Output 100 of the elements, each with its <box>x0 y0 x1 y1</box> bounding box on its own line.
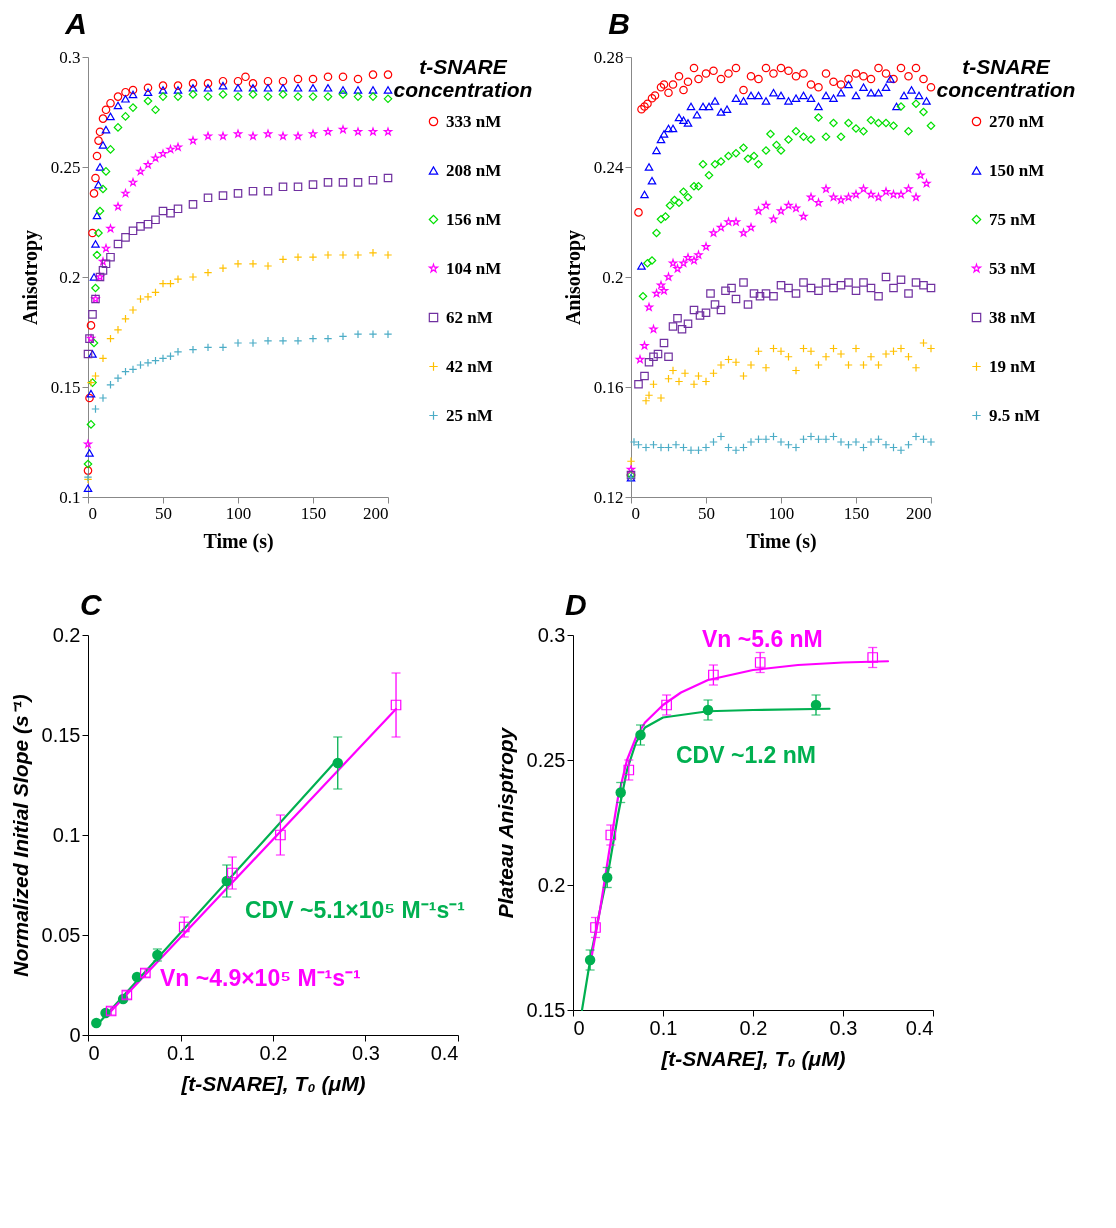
point <box>722 105 732 114</box>
point <box>233 129 243 138</box>
point <box>383 70 393 79</box>
point <box>761 146 771 155</box>
point <box>383 86 393 94</box>
point <box>143 88 153 97</box>
point <box>919 74 928 84</box>
point <box>659 130 669 138</box>
point <box>656 214 666 224</box>
point <box>844 192 853 201</box>
point <box>829 118 838 128</box>
point <box>83 349 93 359</box>
point <box>383 173 393 183</box>
x-tick-label: 0.1 <box>649 1016 678 1039</box>
point <box>248 186 258 196</box>
point <box>724 217 733 226</box>
point <box>91 371 100 381</box>
point <box>761 63 771 73</box>
point <box>293 182 303 192</box>
point <box>643 99 652 109</box>
point <box>634 379 643 389</box>
point <box>188 83 198 92</box>
point <box>248 90 258 99</box>
point <box>323 334 333 343</box>
point <box>293 83 303 92</box>
point <box>821 91 831 100</box>
point <box>776 91 786 100</box>
point <box>203 79 213 88</box>
point <box>806 94 816 103</box>
point <box>698 159 708 169</box>
point <box>650 91 660 100</box>
point <box>641 443 651 452</box>
point <box>338 178 348 187</box>
point <box>881 349 891 359</box>
point <box>661 212 670 221</box>
point <box>926 82 936 92</box>
point <box>671 440 681 450</box>
point <box>121 112 130 121</box>
point <box>278 76 288 86</box>
point <box>881 69 891 78</box>
point <box>188 345 198 354</box>
point <box>94 180 103 189</box>
point <box>926 121 936 131</box>
point <box>698 102 708 111</box>
point <box>754 657 766 668</box>
y-tick-label: 0.28 <box>593 47 624 67</box>
point <box>814 360 823 370</box>
point <box>704 170 714 180</box>
point <box>679 85 688 95</box>
point <box>368 92 378 101</box>
point <box>136 222 145 231</box>
point <box>683 192 693 202</box>
point <box>844 118 853 128</box>
point <box>293 92 303 101</box>
point <box>896 275 906 285</box>
point <box>248 83 258 92</box>
point <box>911 63 921 73</box>
point <box>727 283 736 293</box>
point <box>91 283 100 293</box>
point <box>664 124 673 133</box>
point <box>896 445 906 455</box>
point <box>121 87 130 97</box>
point <box>629 437 639 447</box>
point <box>866 283 876 293</box>
point <box>106 224 115 233</box>
point <box>731 445 741 455</box>
y-tick-label: 0.2 <box>52 623 81 646</box>
point <box>643 258 652 268</box>
point <box>233 76 243 86</box>
point <box>704 102 714 111</box>
point <box>233 338 243 348</box>
point <box>647 256 657 265</box>
point <box>859 71 868 81</box>
point <box>821 184 831 193</box>
point <box>649 352 658 362</box>
point <box>151 153 160 162</box>
point <box>761 363 771 373</box>
point <box>128 90 138 99</box>
point <box>308 252 318 262</box>
point <box>677 324 687 334</box>
point <box>83 459 93 469</box>
point <box>293 252 303 262</box>
point <box>248 131 258 140</box>
point <box>128 85 138 95</box>
point <box>241 72 250 82</box>
point <box>143 160 153 169</box>
point <box>143 358 153 368</box>
point <box>836 280 846 290</box>
point <box>166 208 175 218</box>
point <box>731 63 741 73</box>
point <box>784 201 793 210</box>
point <box>86 420 96 429</box>
point <box>158 92 168 101</box>
point <box>661 699 672 711</box>
point <box>95 127 105 137</box>
point <box>739 371 748 381</box>
point <box>791 126 801 136</box>
point <box>92 151 102 161</box>
legend-label: 53 nM <box>989 258 1036 278</box>
point <box>673 264 682 273</box>
